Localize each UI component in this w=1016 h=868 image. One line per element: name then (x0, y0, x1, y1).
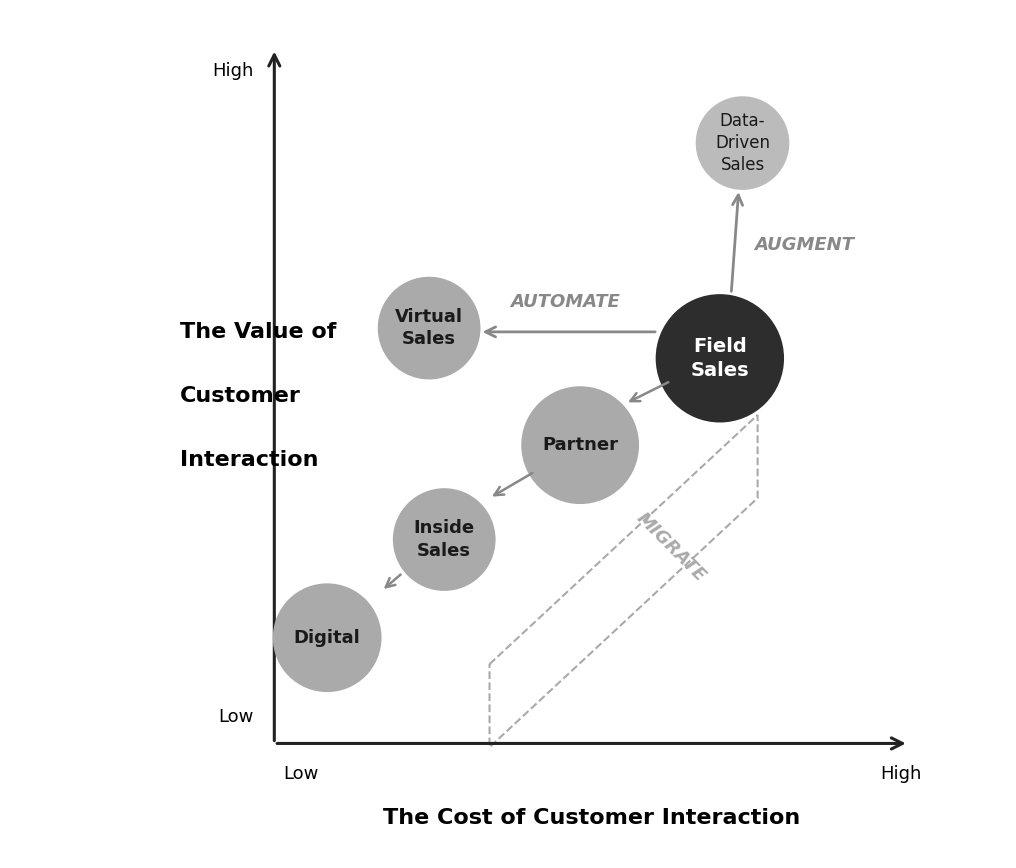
Text: AUGMENT: AUGMENT (754, 236, 853, 254)
Text: Virtual
Sales: Virtual Sales (395, 308, 463, 348)
Text: Field
Sales: Field Sales (691, 337, 749, 379)
Text: MIGRATE: MIGRATE (633, 509, 709, 585)
Text: AUTOMATE: AUTOMATE (510, 293, 620, 312)
Circle shape (393, 488, 496, 591)
Circle shape (521, 386, 639, 504)
Text: Inside
Sales: Inside Sales (414, 519, 474, 560)
Text: Low: Low (283, 765, 318, 783)
Text: High: High (211, 62, 253, 81)
Text: Partner: Partner (543, 436, 618, 454)
Text: Interaction: Interaction (180, 450, 318, 470)
Text: Data-
Driven
Sales: Data- Driven Sales (715, 112, 770, 174)
Circle shape (378, 277, 481, 379)
Text: The Value of: The Value of (180, 322, 336, 342)
Circle shape (655, 294, 784, 423)
Text: The Cost of Customer Interaction: The Cost of Customer Interaction (383, 807, 801, 827)
Text: Low: Low (217, 708, 253, 726)
Text: Customer: Customer (180, 386, 301, 406)
Circle shape (273, 583, 382, 692)
Circle shape (696, 96, 789, 190)
Text: Digital: Digital (294, 628, 361, 647)
Text: High: High (881, 765, 922, 783)
